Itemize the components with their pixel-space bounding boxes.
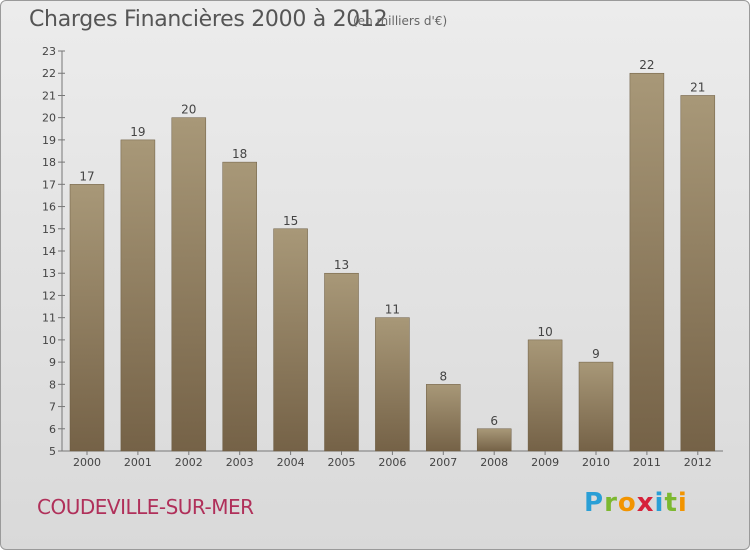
x-tick-label: 2005 [328, 456, 356, 469]
bar [69, 184, 105, 452]
bar-value-label: 13 [334, 258, 349, 272]
bar-value-label: 20 [181, 103, 196, 117]
y-tick-label: 22 [42, 67, 56, 80]
y-tick-label: 5 [49, 445, 56, 458]
x-tick-label: 2003 [226, 456, 254, 469]
x-tick-label: 2007 [429, 456, 457, 469]
logo-letter: o [617, 488, 637, 518]
bar-value-label: 18 [232, 147, 247, 161]
bar-value-label: 17 [79, 169, 94, 183]
x-tick-label: 2009 [531, 456, 559, 469]
y-tick-label: 10 [42, 334, 56, 347]
y-tick-label: 14 [42, 245, 56, 258]
logo-letter: t [664, 488, 678, 518]
x-tick-label: 2006 [378, 456, 406, 469]
bar [375, 317, 410, 452]
y-tick-label: 18 [42, 156, 56, 169]
x-tick-label: 2010 [582, 456, 610, 469]
y-tick-label: 9 [49, 356, 56, 369]
x-tick-label: 2004 [277, 456, 305, 469]
bar [680, 95, 716, 452]
bar-value-label: 21 [690, 80, 705, 94]
bar [629, 72, 665, 452]
chart-subtitle: (en milliers d'€) [353, 14, 448, 28]
x-tick-label: 2012 [684, 456, 712, 469]
bar [578, 361, 614, 452]
y-tick-label: 17 [42, 178, 56, 191]
bar [273, 228, 308, 452]
y-tick-label: 15 [42, 223, 56, 236]
y-tick-label: 7 [49, 401, 56, 414]
bar [527, 339, 563, 452]
y-tick-label: 8 [49, 378, 56, 391]
bar-value-label: 11 [385, 303, 400, 317]
bar [324, 272, 359, 452]
x-tick-label: 2001 [124, 456, 152, 469]
chart-title: Charges Financières 2000 à 2012 [29, 7, 388, 32]
y-tick-label: 12 [42, 289, 56, 302]
y-tick-label: 21 [42, 89, 56, 102]
bar-value-label: 19 [130, 125, 145, 139]
y-tick-label: 19 [42, 134, 56, 147]
y-tick-label: 13 [42, 267, 56, 280]
bar [426, 384, 461, 452]
x-tick-label: 2008 [480, 456, 508, 469]
y-tick-label: 20 [42, 112, 56, 125]
x-tick-label: 2002 [175, 456, 203, 469]
bar [476, 428, 512, 452]
bar-value-label: 15 [283, 214, 298, 228]
bar [222, 161, 257, 452]
plot-area: 5 6 7 8 9 10 11 12 13 14 15 16 17 18 19 20 21 22 23 17 2000 1… [42, 45, 723, 469]
logo-letter: P [584, 488, 605, 518]
bar [171, 117, 207, 452]
proxiti-logo: Proxiti [584, 488, 688, 518]
logo-letter: x [636, 488, 655, 518]
bar-value-label: 8 [439, 369, 447, 383]
logo-letter: i [654, 488, 665, 518]
y-tick-label: 16 [42, 201, 56, 214]
logo-letter: i [677, 488, 688, 518]
x-tick-label: 2011 [633, 456, 661, 469]
bar [120, 139, 156, 452]
bar-value-label: 6 [490, 414, 498, 428]
logo-letter: r [604, 488, 618, 518]
bar-value-label: 10 [537, 325, 552, 339]
x-tick-label: 2000 [73, 456, 101, 469]
commune-name: COUDEVILLE-SUR-MER [37, 495, 254, 519]
y-tick-label: 23 [42, 45, 56, 58]
bar-value-label: 9 [592, 347, 600, 361]
y-tick-label: 11 [42, 312, 56, 325]
y-tick-label: 6 [49, 423, 56, 436]
bar-value-label: 22 [639, 58, 654, 72]
